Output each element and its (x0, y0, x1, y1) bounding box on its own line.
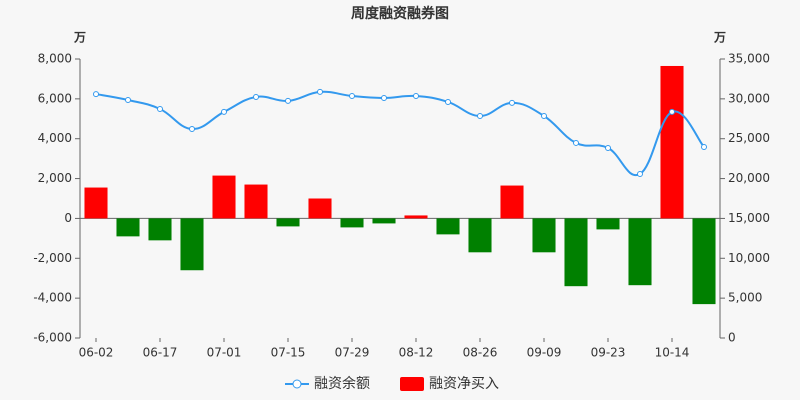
line-point (541, 112, 547, 119)
legend-swatch (400, 377, 424, 391)
line-point (445, 98, 451, 105)
bar (372, 218, 396, 224)
x-tick-label: 06-02 (79, 346, 114, 360)
bar (180, 218, 204, 271)
line-point (381, 94, 387, 101)
line-point (669, 108, 675, 115)
line-point (285, 97, 291, 104)
line-point (413, 92, 419, 99)
bar (244, 184, 268, 219)
line-point (221, 108, 227, 115)
y-tick-label: -4,000 (33, 291, 72, 305)
y-tick-label: -6,000 (33, 331, 72, 345)
bar (276, 218, 300, 227)
bar (148, 218, 172, 241)
y2-tick-label: 25,000 (728, 131, 770, 145)
bar (468, 218, 492, 253)
line-point (637, 170, 643, 177)
legend-label: 融资净买入 (429, 376, 499, 392)
y2-tick-label: 5,000 (728, 291, 762, 305)
bar (212, 175, 236, 219)
bar (436, 218, 460, 235)
bar (628, 218, 652, 286)
x-tick-label: 07-01 (207, 346, 242, 360)
line-point (509, 99, 515, 106)
x-tick-label: 08-26 (463, 346, 498, 360)
line-point (253, 93, 259, 100)
line-point (349, 92, 355, 99)
line-point (701, 144, 707, 151)
chart-title: 周度融资融券图 (351, 5, 449, 22)
x-tick-label: 07-15 (271, 346, 306, 360)
y-unit: 万 (73, 31, 86, 45)
line-point (573, 139, 579, 146)
bar (532, 218, 556, 253)
bar (308, 198, 332, 219)
y-tick-label: -2,000 (33, 251, 72, 265)
bar (596, 218, 620, 230)
x-tick-label: 09-23 (591, 346, 626, 360)
line-point (189, 125, 195, 132)
x-tick-label: 08-12 (399, 346, 434, 360)
line-point (125, 96, 131, 103)
bar (500, 185, 524, 219)
y2-tick-label: 20,000 (728, 171, 770, 185)
y2-tick-label: 0 (728, 331, 736, 345)
y-tick-label: 2,000 (38, 171, 72, 185)
bar (84, 187, 108, 219)
bar (660, 65, 684, 219)
y-tick-label: 0 (64, 211, 72, 225)
y-tick-label: 8,000 (38, 52, 72, 66)
x-tick-label: 09-09 (527, 346, 562, 360)
y2-tick-label: 35,000 (728, 52, 770, 66)
bar (692, 218, 716, 305)
x-tick-label: 06-17 (143, 346, 178, 360)
bar (404, 215, 428, 219)
line-point (605, 144, 611, 151)
y2-tick-label: 15,000 (728, 211, 770, 225)
x-tick-label: 07-29 (335, 346, 370, 360)
y-tick-label: 4,000 (38, 131, 72, 145)
y2-unit: 万 (713, 31, 726, 45)
bar (116, 218, 140, 237)
line-point (93, 91, 99, 98)
y2-tick-label: 30,000 (728, 91, 770, 105)
legend-swatch (292, 379, 302, 389)
y2-tick-label: 10,000 (728, 251, 770, 265)
line-point (157, 105, 163, 112)
line-point (317, 88, 323, 95)
legend-label: 融资余额 (314, 375, 370, 392)
y-tick-label: 6,000 (38, 91, 72, 105)
bar (340, 218, 364, 228)
x-tick-label: 10-14 (655, 346, 690, 360)
line-point (477, 112, 483, 119)
bar (564, 218, 588, 287)
